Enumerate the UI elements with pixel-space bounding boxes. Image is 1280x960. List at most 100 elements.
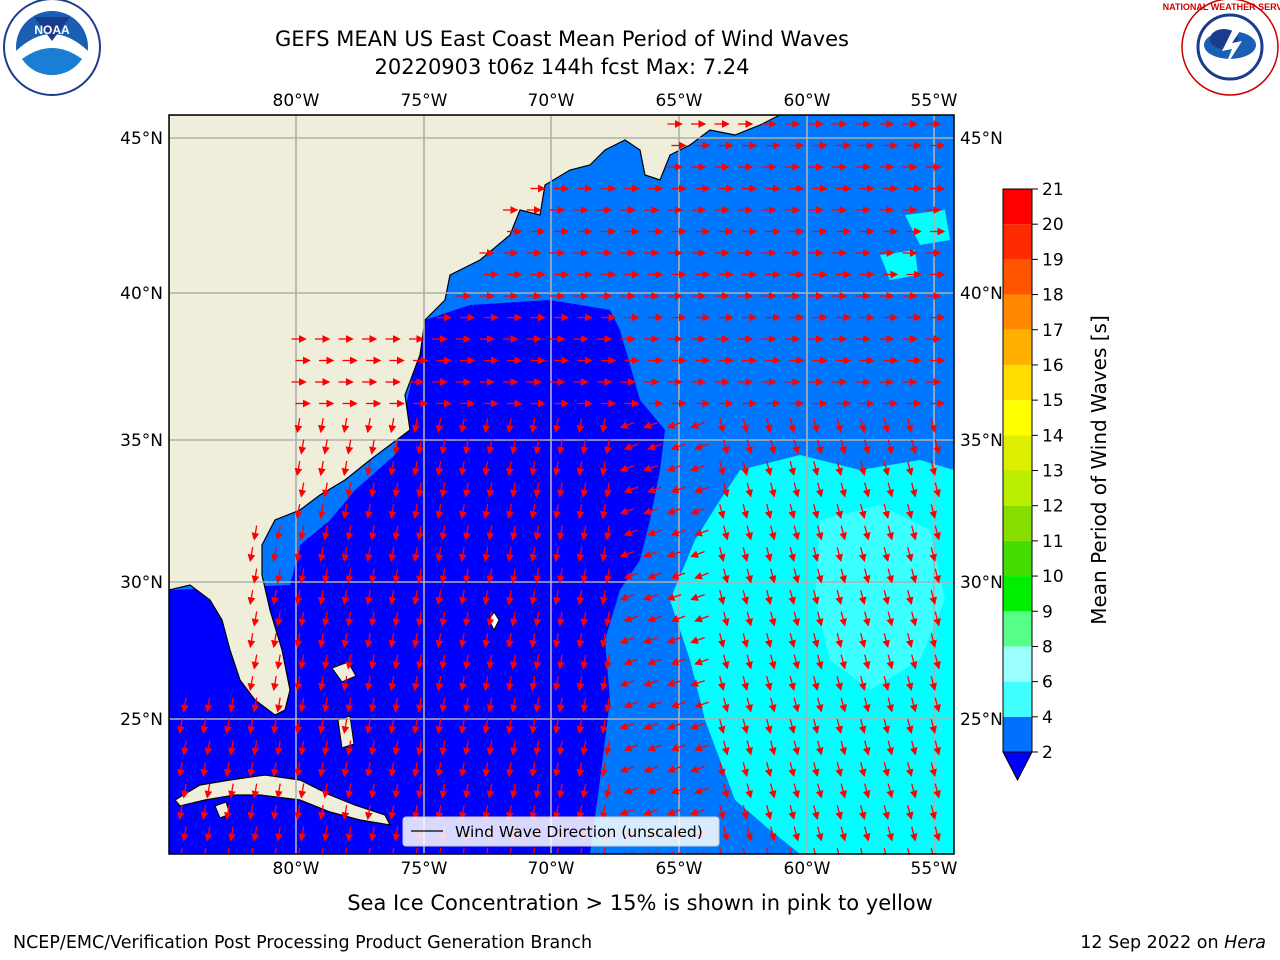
wind-arrow (459, 632, 467, 649)
wind-arrow (341, 503, 350, 520)
wind-arrow (741, 805, 749, 821)
wind-arrow (416, 654, 424, 670)
wind-arrow (345, 439, 354, 455)
wind-arrow (694, 615, 709, 623)
wind-arrow (435, 761, 444, 778)
wind-arrow (623, 744, 639, 752)
wind-arrow (388, 503, 397, 520)
wind-arrow (533, 568, 542, 584)
wind-arrow (858, 719, 867, 735)
wind-arrow (392, 439, 401, 455)
wind-arrow (768, 568, 777, 584)
lon-label-top: 80°W (273, 91, 320, 111)
lat-label-right: 40°N (960, 284, 1003, 304)
wind-arrow (909, 482, 918, 498)
wind-arrow (294, 417, 303, 434)
wind-arrow (392, 783, 401, 799)
wind-arrow (557, 740, 565, 756)
wind-arrow (412, 417, 420, 434)
wind-arrow (929, 805, 937, 821)
wind-arrow (533, 439, 542, 455)
wind-arrow (600, 503, 608, 520)
wind-arrow (643, 593, 658, 601)
wind-arrow (322, 568, 330, 584)
wind-arrow (318, 503, 326, 520)
wind-arrow (619, 550, 635, 558)
wind-arrow (412, 761, 420, 778)
wind-arrow (815, 654, 824, 670)
wind-arrow (251, 697, 260, 713)
wind-arrow (907, 848, 910, 854)
wind-arrow (228, 740, 236, 756)
lon-label-top: 55°W (911, 91, 958, 111)
wind-arrow (666, 679, 682, 687)
wind-arrow (365, 804, 373, 821)
wind-arrow (815, 568, 824, 584)
wind-arrow (666, 722, 682, 730)
wind-arrow (486, 847, 489, 854)
wind-arrow (322, 654, 330, 670)
wind-arrow (345, 826, 354, 842)
wind-arrow (463, 740, 471, 756)
wind-arrow (318, 675, 326, 692)
wind-arrow (835, 504, 843, 520)
wind-arrow (886, 654, 894, 670)
wind-arrow (439, 568, 448, 584)
wind-arrow (788, 504, 796, 520)
wind-arrow (553, 632, 561, 649)
wind-arrow (345, 697, 354, 713)
land-mass (169, 115, 781, 716)
wind-arrow (271, 589, 279, 606)
wind-arrow (510, 783, 518, 799)
wind-arrow (929, 719, 937, 735)
wind-arrow (745, 697, 753, 713)
wind-arrow (764, 805, 773, 821)
colorbar-tick-label: 2 (1042, 743, 1053, 763)
wind-arrow (858, 590, 867, 606)
wind-arrow (392, 697, 401, 713)
wind-arrow (368, 847, 371, 854)
wind-arrow (365, 589, 373, 606)
wind-arrow (745, 740, 753, 756)
wind-arrow (251, 568, 260, 584)
wind-arrow (181, 826, 189, 842)
colorbar-segment (1003, 716, 1032, 752)
wind-arrow (909, 697, 918, 713)
colorbar-segment (1003, 505, 1032, 541)
wind-arrow (224, 761, 232, 778)
wind-arrow (271, 546, 279, 563)
wind-arrow (510, 525, 518, 541)
colorbar-segment (1003, 576, 1032, 612)
wind-arrow (506, 675, 514, 692)
wind-arrow (933, 697, 941, 713)
wind-arrow (862, 826, 871, 842)
wind-arrow (764, 762, 773, 778)
wind-arrow (271, 718, 279, 735)
wind-arrow (271, 675, 279, 692)
colorbar-tick-label: 20 (1042, 215, 1064, 235)
wind-arrow (181, 740, 189, 756)
wind-arrow (439, 783, 448, 799)
wind-arrow (298, 740, 307, 756)
wind-arrow (345, 654, 354, 670)
wind-arrow (580, 611, 589, 627)
wind-arrow (482, 503, 491, 520)
wind-arrow (580, 525, 589, 541)
wind-arrow (768, 482, 777, 498)
light-patch-ne (880, 210, 950, 280)
wind-arrow (623, 443, 639, 451)
wind-arrow (788, 590, 796, 606)
wind-arrow (694, 744, 709, 752)
wind-arrow (275, 826, 283, 842)
wind-arrow (459, 761, 467, 778)
wind-arrow (341, 589, 350, 606)
wind-arrow (647, 787, 662, 795)
wind-arrow (694, 529, 709, 537)
wind-arrow (318, 804, 326, 821)
wind-arrow (510, 482, 518, 498)
wind-arrow (247, 632, 256, 649)
wind-arrow (298, 525, 307, 541)
wind-arrow (604, 740, 612, 756)
wind-arrow (365, 546, 373, 563)
wind-arrow (717, 504, 726, 520)
